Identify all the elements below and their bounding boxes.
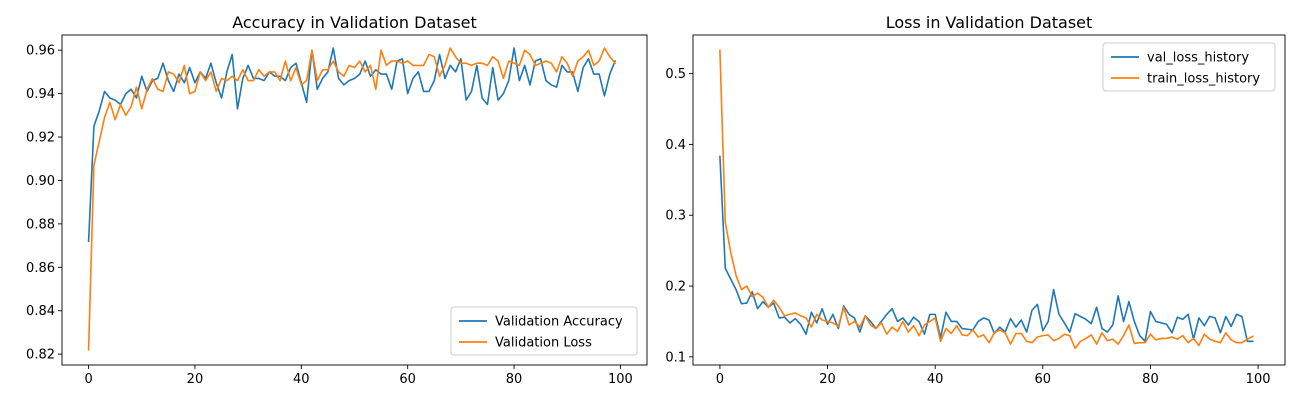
accuracy-y-tick-label: 0.88 [26, 217, 55, 232]
loss-x-tick-label: 0 [716, 372, 724, 387]
accuracy-y-tick-label: 0.82 [26, 348, 55, 363]
accuracy-series-line-1 [87, 47, 617, 351]
accuracy-chart: 0 20 40 60 80 100 0.82 0.84 0.86 0.88 0.90 0.92 0.94… [26, 13, 648, 387]
loss-y-tick-label: 0.4 [665, 138, 686, 153]
accuracy-legend-label-0: Validation Accuracy [495, 315, 623, 330]
loss-legend: val_loss_history train_loss_history [1102, 42, 1276, 92]
loss-series-line-1 [719, 49, 1254, 350]
accuracy-y-tick-label: 0.86 [26, 261, 55, 276]
accuracy-legend-label-1: Validation Loss [495, 336, 592, 351]
loss-x-tick-label: 80 [1142, 372, 1159, 387]
accuracy-x-tick-label: 0 [84, 372, 92, 387]
accuracy-x-tick-label: 20 [187, 372, 204, 387]
accuracy-legend: Validation Accuracy Validation Loss [450, 306, 638, 356]
loss-y-tick-label: 0.1 [665, 350, 686, 365]
loss-chart: 0 20 40 60 80 100 0.1 0.2 0.3 0.4 0.5 Loss in Valid… [665, 13, 1286, 387]
accuracy-y-tick-label: 0.84 [26, 304, 55, 319]
loss-x-tick-label: 20 [819, 372, 836, 387]
loss-y-tick-label: 0.3 [665, 209, 686, 224]
loss-y-tick-label: 0.2 [665, 280, 686, 295]
loss-legend-label-1: train_loss_history [1147, 72, 1260, 87]
loss-axes-frame [692, 34, 1286, 366]
loss-legend-box [1102, 42, 1276, 92]
accuracy-chart-title: Accuracy in Validation Dataset [232, 13, 477, 32]
accuracy-x-tick-label: 60 [399, 372, 416, 387]
loss-x-tick-label: 40 [927, 372, 944, 387]
accuracy-axes-frame [61, 34, 648, 366]
loss-chart-title: Loss in Validation Dataset [886, 13, 1093, 32]
accuracy-legend-box [450, 306, 638, 356]
accuracy-x-tick-label: 80 [506, 372, 523, 387]
accuracy-x-tick-label: 100 [608, 372, 633, 387]
loss-x-tick-label: 100 [1246, 372, 1271, 387]
accuracy-y-tick-label: 0.90 [26, 174, 55, 189]
accuracy-y-tick-label: 0.96 [26, 44, 55, 59]
accuracy-y-tick-label: 0.94 [26, 87, 55, 102]
accuracy-series-line-0 [87, 47, 617, 243]
loss-x-tick-label: 60 [1035, 372, 1052, 387]
accuracy-y-tick-label: 0.92 [26, 131, 55, 146]
loss-legend-label-0: val_loss_history [1147, 51, 1249, 66]
loss-y-tick-label: 0.5 [665, 67, 686, 82]
accuracy-x-tick-label: 40 [293, 372, 310, 387]
